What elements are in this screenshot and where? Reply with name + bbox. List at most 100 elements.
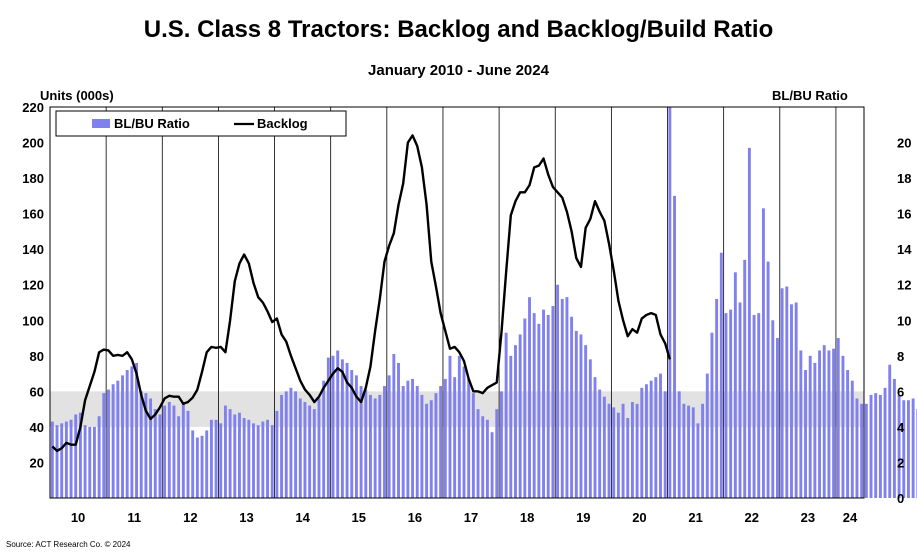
bar bbox=[551, 306, 555, 498]
legend-line-label: Backlog bbox=[257, 116, 308, 131]
bar bbox=[186, 410, 190, 498]
bar bbox=[499, 391, 503, 498]
x-tick-label: 21 bbox=[688, 510, 702, 525]
bar bbox=[546, 314, 550, 498]
x-tick-label: 10 bbox=[71, 510, 85, 525]
bar bbox=[593, 377, 597, 498]
bar bbox=[256, 425, 260, 498]
bar bbox=[841, 355, 845, 498]
bar bbox=[345, 362, 349, 498]
bar bbox=[312, 409, 316, 498]
bar bbox=[317, 398, 321, 498]
bar bbox=[336, 350, 340, 498]
x-tick-labels: 10 11 12 13 14 15 16 17 18 19 20 21 22 23 24 bbox=[71, 510, 858, 525]
bar bbox=[78, 412, 82, 498]
bar bbox=[883, 387, 887, 498]
bar bbox=[266, 419, 269, 498]
bar bbox=[733, 272, 737, 498]
bar bbox=[832, 348, 836, 498]
bar bbox=[439, 386, 443, 498]
bar bbox=[607, 403, 611, 498]
right-tick-label: 12 bbox=[897, 278, 911, 293]
bar bbox=[289, 387, 293, 498]
bar bbox=[804, 370, 807, 498]
bar bbox=[153, 409, 157, 498]
bar bbox=[626, 418, 630, 498]
x-tick-label: 13 bbox=[239, 510, 253, 525]
x-tick-label: 12 bbox=[183, 510, 197, 525]
bar bbox=[724, 313, 728, 498]
bar bbox=[88, 426, 92, 498]
bar bbox=[780, 288, 784, 498]
bar bbox=[270, 425, 274, 498]
left-tick-label: 200 bbox=[22, 136, 44, 151]
shaded-band bbox=[50, 391, 864, 427]
x-tick-label: 19 bbox=[576, 510, 590, 525]
bar bbox=[411, 378, 415, 498]
bar bbox=[663, 391, 667, 498]
legend-box bbox=[55, 110, 347, 137]
bar bbox=[776, 338, 779, 498]
bar bbox=[116, 380, 120, 498]
bar bbox=[827, 350, 831, 498]
bar bbox=[878, 394, 882, 498]
bar bbox=[233, 414, 237, 498]
bar bbox=[158, 414, 162, 498]
bar bbox=[719, 252, 723, 498]
bar bbox=[649, 380, 653, 498]
bar bbox=[130, 366, 134, 498]
bar bbox=[149, 398, 153, 498]
bar bbox=[340, 359, 344, 498]
bar bbox=[542, 309, 545, 498]
bar bbox=[453, 377, 457, 498]
right-tick-label: 4 bbox=[897, 420, 905, 435]
bar bbox=[111, 384, 115, 498]
bar bbox=[64, 421, 68, 498]
bar bbox=[537, 323, 541, 498]
bar bbox=[364, 389, 368, 498]
left-tick-labels: 20 40 60 80 100 120 140 160 180 200 220 bbox=[22, 100, 44, 470]
bar bbox=[570, 316, 574, 498]
bar bbox=[462, 366, 466, 498]
bar bbox=[860, 403, 864, 498]
chart-subtitle: January 2010 - June 2024 bbox=[368, 62, 549, 79]
bar bbox=[556, 284, 560, 498]
plot-frame bbox=[49, 106, 865, 499]
bar bbox=[584, 345, 588, 498]
bar bbox=[598, 389, 602, 498]
bar bbox=[219, 423, 223, 498]
bar bbox=[228, 409, 232, 498]
bar bbox=[261, 421, 265, 498]
bar bbox=[808, 355, 812, 498]
bar bbox=[701, 403, 705, 498]
bar bbox=[415, 386, 419, 498]
bar bbox=[425, 403, 429, 498]
bar bbox=[682, 403, 686, 498]
left-tick-label: 80 bbox=[30, 349, 44, 364]
bar bbox=[420, 394, 424, 498]
bar bbox=[205, 430, 209, 498]
bar bbox=[83, 425, 87, 498]
bar bbox=[616, 412, 620, 498]
bar bbox=[50, 421, 54, 498]
right-tick-label: 20 bbox=[897, 136, 911, 151]
bar bbox=[761, 208, 765, 499]
bar bbox=[177, 416, 181, 498]
right-tick-label: 2 bbox=[897, 455, 904, 470]
bar bbox=[715, 298, 719, 498]
bar bbox=[308, 405, 312, 498]
bar bbox=[481, 416, 485, 498]
chart-title: U.S. Class 8 Tractors: Backlog and Backl… bbox=[143, 16, 774, 43]
bar bbox=[565, 297, 569, 498]
bar bbox=[181, 402, 185, 498]
bar bbox=[354, 375, 358, 498]
bar bbox=[369, 394, 372, 498]
bar bbox=[200, 435, 204, 498]
bar bbox=[331, 355, 335, 498]
bar bbox=[247, 419, 251, 498]
right-tick-label: 6 bbox=[897, 384, 904, 399]
bar bbox=[378, 394, 382, 498]
bar bbox=[640, 387, 644, 498]
bar bbox=[602, 396, 606, 498]
